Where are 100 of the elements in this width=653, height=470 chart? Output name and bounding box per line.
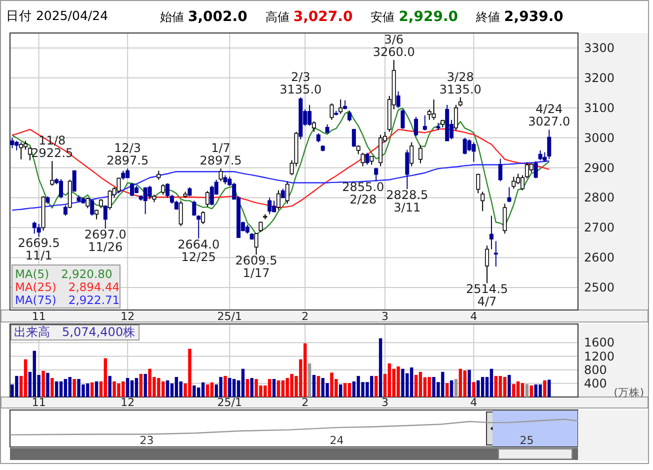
text: 3,002.0 [188, 9, 248, 25]
bar [472, 382, 476, 397]
bar [42, 370, 45, 397]
bar [476, 380, 480, 397]
annotation: 2897.5 [200, 154, 242, 168]
bar [161, 381, 165, 397]
annotation: 2897.5 [106, 154, 149, 168]
candlestick [285, 180, 290, 204]
annotation: 3/11 [394, 200, 421, 215]
bar [516, 381, 520, 397]
candlestick [103, 204, 108, 230]
bar [450, 380, 454, 397]
bar [348, 383, 352, 397]
annotation: 2/3 [291, 70, 310, 84]
bar [494, 376, 498, 397]
bar [192, 385, 196, 397]
y-tick-label: 3000 [584, 130, 615, 145]
annotation: 3027.0 [528, 114, 570, 129]
bar [418, 372, 422, 397]
bar [312, 374, 316, 397]
bar [343, 383, 347, 397]
candlestick [10, 137, 14, 149]
annotation: 3/6 [384, 32, 404, 46]
candlestick [330, 102, 334, 120]
candlestick [218, 168, 223, 182]
y-tick-label: 2600 [584, 250, 615, 265]
candlestick [476, 173, 480, 194]
candlestick [63, 204, 68, 216]
annotation: 3/28 [446, 70, 474, 84]
bar [530, 385, 534, 397]
text: MA(5) 2,920.80 [15, 267, 112, 281]
bar [374, 376, 378, 397]
candlestick [268, 197, 272, 215]
bar [281, 380, 285, 397]
candlestick [205, 190, 210, 208]
annotation: 12/3 [114, 141, 142, 156]
annotation: 4/24 [536, 102, 563, 116]
bar [378, 338, 382, 397]
x-tick-label: 2 [302, 396, 309, 409]
candlestick [196, 214, 201, 239]
candlestick [50, 160, 54, 186]
annotation: 2/28 [350, 192, 377, 207]
bar [68, 376, 72, 397]
bar [512, 384, 516, 397]
y-tick-label: 2500 [584, 280, 615, 295]
candlestick [502, 203, 507, 234]
bar [454, 379, 458, 397]
bar [410, 367, 414, 397]
bar [303, 343, 307, 397]
bar [179, 381, 182, 397]
candlestick [400, 108, 405, 130]
bar [72, 379, 76, 397]
text: 2,929.0 [398, 9, 458, 25]
bar [166, 380, 170, 397]
candlestick [396, 90, 400, 108]
candlestick [36, 224, 41, 238]
candlestick [201, 210, 206, 225]
chart-title: 出来高 5,074,400株 [14, 325, 136, 339]
annotation: 1/7 [211, 141, 230, 156]
candlestick [86, 197, 90, 209]
y-tick-label: 3100 [584, 100, 615, 115]
candlestick [148, 185, 152, 200]
annotation: 2855.0 [342, 180, 384, 194]
candlestick [19, 142, 24, 160]
candlestick [94, 209, 99, 220]
candlestick [480, 191, 485, 212]
bar [94, 381, 98, 397]
bar [480, 376, 484, 397]
bar [24, 359, 28, 397]
x-tick-label: 11 [32, 310, 46, 323]
bar [468, 370, 471, 397]
annotation: 3135.0 [439, 82, 482, 96]
x-tick-label: 25 [520, 434, 534, 447]
x-tick-label: 12 [120, 396, 135, 409]
annotation: 12/25 [181, 250, 216, 264]
annotation: 2664.0 [178, 237, 220, 252]
x-tick-label: 11 [32, 396, 46, 409]
y-tick-label: 1200 [584, 349, 615, 364]
annotation: 3260.0 [372, 44, 415, 59]
x-tick-label: 12 [120, 310, 135, 323]
candlestick [538, 150, 542, 161]
y-tick-label: 800 [584, 362, 607, 377]
annotation: 11/1 [25, 248, 52, 262]
bar [241, 368, 245, 397]
text: 3,027.0 [293, 9, 353, 25]
x-tick-label: 2 [302, 310, 309, 323]
candlestick [192, 200, 196, 216]
bar [108, 376, 112, 397]
candlestick [161, 184, 166, 196]
bar [520, 383, 524, 397]
candlestick [405, 149, 410, 190]
annotation: 2828.5 [386, 188, 428, 202]
bar [50, 378, 54, 397]
bar [64, 379, 68, 397]
bar [548, 380, 551, 397]
candlestick [472, 142, 476, 162]
bar [414, 374, 418, 397]
candlestick [312, 120, 316, 132]
candlestick [360, 152, 365, 167]
y-tick-label: 3300 [584, 40, 615, 55]
